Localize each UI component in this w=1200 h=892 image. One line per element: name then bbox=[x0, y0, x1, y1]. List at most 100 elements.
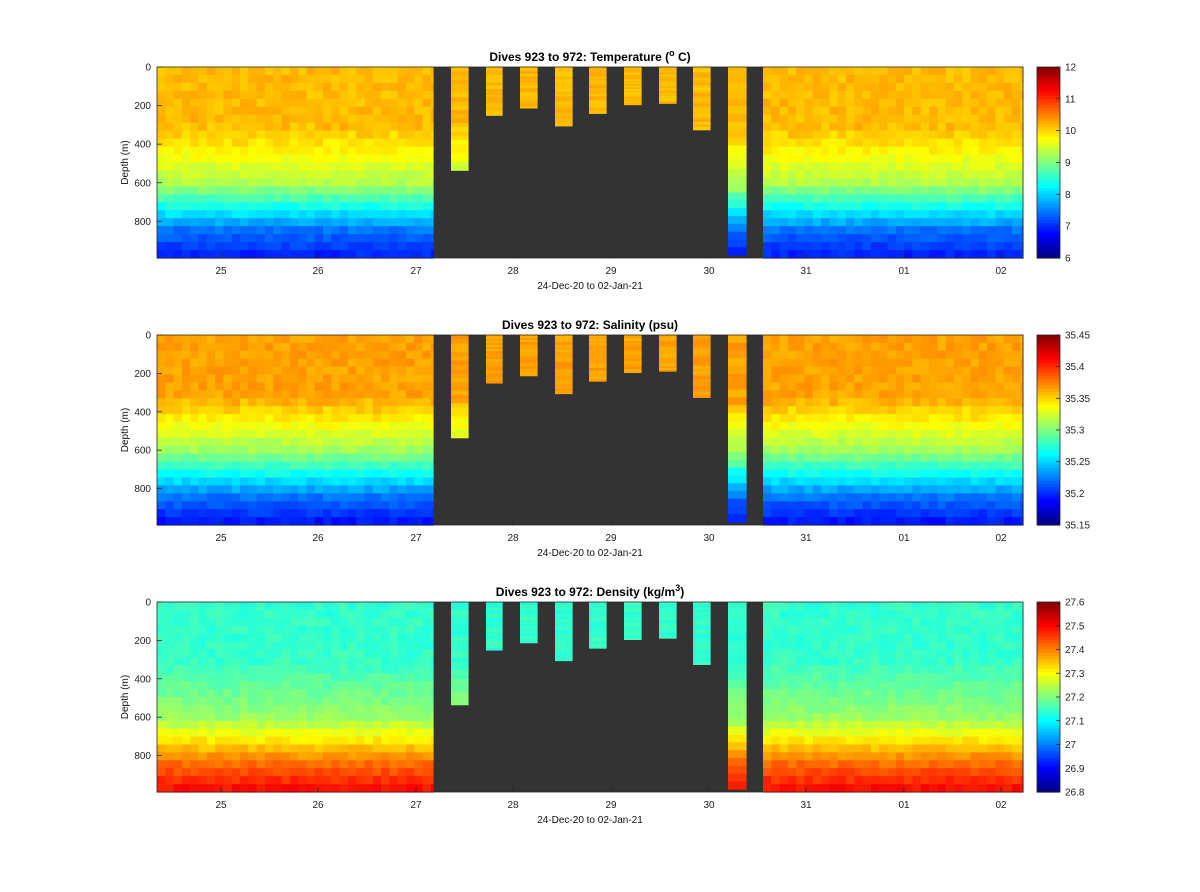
heatmap-cell bbox=[486, 97, 503, 100]
heatmap-cell bbox=[198, 768, 208, 777]
heatmap-cell bbox=[298, 226, 307, 235]
heatmap-cell bbox=[215, 366, 224, 376]
heatmap-cell bbox=[920, 477, 930, 487]
heatmap-cell bbox=[273, 720, 283, 730]
heatmap-cell bbox=[223, 760, 233, 769]
profile-column bbox=[804, 67, 814, 259]
heatmap-cell bbox=[937, 186, 947, 195]
colorbar-segment bbox=[1037, 436, 1060, 441]
heatmap-cell bbox=[978, 382, 988, 392]
heatmap-cell bbox=[406, 617, 415, 627]
heatmap-cell bbox=[693, 366, 711, 370]
heatmap-cell bbox=[256, 617, 266, 627]
heatmap-cell bbox=[837, 154, 847, 164]
heatmap-cell bbox=[323, 609, 332, 619]
heatmap-cell bbox=[289, 186, 299, 195]
heatmap-cell bbox=[165, 234, 175, 243]
profile-column bbox=[372, 602, 382, 793]
heatmap-cell bbox=[414, 509, 424, 518]
heatmap-cell bbox=[779, 210, 789, 219]
heatmap-cell bbox=[198, 633, 208, 643]
heatmap-cell bbox=[190, 170, 200, 180]
heatmap-cell bbox=[389, 665, 399, 674]
heatmap-cell bbox=[306, 509, 316, 518]
heatmap-cell bbox=[347, 673, 357, 682]
heatmap-cell bbox=[281, 342, 291, 352]
heatmap-cell bbox=[771, 226, 781, 235]
heatmap-cell bbox=[206, 776, 216, 785]
heatmap-cell bbox=[837, 414, 847, 423]
heatmap-cell bbox=[978, 234, 988, 243]
heatmap-cell bbox=[206, 501, 216, 510]
heatmap-cell bbox=[281, 218, 291, 227]
heatmap-cell bbox=[372, 776, 382, 785]
heatmap-cell bbox=[215, 625, 224, 635]
colorbar-segment bbox=[1037, 219, 1060, 224]
heatmap-cell bbox=[451, 424, 469, 430]
heatmap-cell bbox=[520, 90, 538, 94]
heatmap-cell bbox=[323, 720, 332, 730]
heatmap-cell bbox=[953, 382, 963, 392]
heatmap-cell bbox=[381, 186, 390, 195]
profile-column bbox=[912, 335, 922, 526]
heatmap-cell bbox=[895, 366, 905, 376]
heatmap-cell bbox=[953, 445, 963, 455]
heatmap-cell bbox=[787, 202, 797, 211]
heatmap-cell bbox=[430, 673, 434, 682]
heatmap-cell bbox=[298, 609, 307, 619]
heatmap-cell bbox=[837, 67, 847, 76]
colorbar-segment bbox=[1037, 162, 1060, 167]
heatmap-cell bbox=[314, 74, 324, 84]
heatmap-cell bbox=[381, 210, 390, 219]
heatmap-cell bbox=[223, 461, 233, 471]
heatmap-cell bbox=[422, 728, 432, 738]
heatmap-cell bbox=[173, 760, 183, 769]
heatmap-cell bbox=[372, 736, 382, 746]
profile-column bbox=[870, 335, 880, 526]
heatmap-cell bbox=[306, 170, 316, 180]
heatmap-cell bbox=[231, 218, 241, 227]
heatmap-cell bbox=[231, 649, 241, 659]
heatmap-cell bbox=[289, 689, 299, 698]
heatmap-cell bbox=[821, 501, 830, 510]
heatmap-cell bbox=[240, 673, 249, 682]
heatmap-cell bbox=[589, 74, 607, 78]
heatmap-cell bbox=[347, 90, 357, 100]
heatmap-cell bbox=[397, 114, 407, 124]
heatmap-cell bbox=[331, 673, 341, 682]
heatmap-cell bbox=[215, 382, 224, 392]
heatmap-cell bbox=[779, 186, 789, 195]
heatmap-cell bbox=[198, 641, 208, 651]
heatmap-cell bbox=[298, 398, 307, 407]
heatmap-cell bbox=[451, 122, 469, 128]
heatmap-cell bbox=[796, 242, 806, 251]
heatmap-cell bbox=[812, 210, 822, 219]
heatmap-cell bbox=[381, 681, 390, 690]
heatmap-cell bbox=[381, 453, 390, 463]
heatmap-cell bbox=[422, 689, 432, 698]
heatmap-cell bbox=[771, 445, 781, 455]
heatmap-cell bbox=[347, 422, 357, 431]
heatmap-cell bbox=[165, 406, 175, 415]
heatmap-cell bbox=[987, 90, 996, 100]
heatmap-cell bbox=[854, 170, 864, 180]
heatmap-cell bbox=[821, 114, 830, 124]
heatmap-cell bbox=[887, 178, 897, 187]
heatmap-cell bbox=[173, 178, 183, 187]
heatmap-cell bbox=[937, 398, 947, 407]
heatmap-cell bbox=[289, 250, 299, 259]
y-axis-label: Depth (m) bbox=[120, 408, 131, 452]
heatmap-cell bbox=[912, 202, 922, 211]
heatmap-cell bbox=[331, 649, 341, 659]
heatmap-cell bbox=[381, 461, 390, 471]
heatmap-cell bbox=[215, 130, 224, 140]
heatmap-cell bbox=[771, 90, 781, 100]
heatmap-cell bbox=[298, 218, 307, 227]
heatmap-cell bbox=[372, 130, 382, 140]
heatmap-cell bbox=[520, 370, 538, 373]
heatmap-cell bbox=[264, 673, 274, 682]
heatmap-cell bbox=[978, 90, 988, 100]
heatmap-cell bbox=[248, 736, 258, 746]
heatmap-cell bbox=[240, 784, 249, 793]
heatmap-cell bbox=[397, 98, 407, 108]
